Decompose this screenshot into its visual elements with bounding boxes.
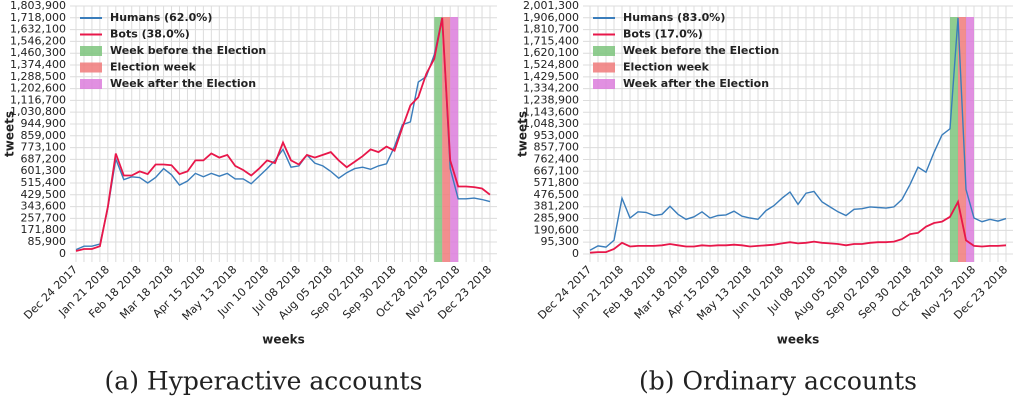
legend-label: Week after the Election xyxy=(110,77,256,90)
legend-label: Week before the Election xyxy=(623,44,779,57)
y-tick-label: 601,300 xyxy=(21,164,67,177)
caption: (b) Ordinary accounts xyxy=(639,367,917,396)
y-tick-label: 1,429,500 xyxy=(523,70,579,83)
y-tick-label: 944,900 xyxy=(21,117,67,130)
legend-patch xyxy=(593,62,615,73)
y-tick-label: 429,500 xyxy=(21,188,67,201)
y-tick-label: 571,800 xyxy=(534,176,580,189)
legend-label: Week after the Election xyxy=(623,77,769,90)
y-tick-label: 687,200 xyxy=(21,152,67,165)
legend-patch xyxy=(80,79,102,89)
y-tick-label: 1,143,600 xyxy=(523,105,579,118)
y-tick-label: 2,001,300 xyxy=(523,0,579,12)
y-tick-label: 381,200 xyxy=(534,200,580,213)
y-tick-label: 171,800 xyxy=(21,223,67,236)
y-tick-label: 1,288,500 xyxy=(10,70,66,83)
y-tick-label: 1,048,300 xyxy=(523,117,579,130)
plot: 085,900171,800257,700343,600429,500515,4… xyxy=(3,0,497,396)
y-tick-label: 1,524,800 xyxy=(523,58,579,71)
y-tick-label: 1,718,000 xyxy=(10,11,66,24)
y-tick-label: 515,400 xyxy=(21,176,67,189)
y-tick-label: 1,460,300 xyxy=(10,46,66,59)
line xyxy=(75,17,491,251)
legend-label: Bots (17.0%) xyxy=(623,28,703,41)
y-tick-label: 95,300 xyxy=(541,235,580,248)
y-tick-label: 1,906,000 xyxy=(523,11,579,24)
y-tick-label: 190,600 xyxy=(534,223,580,236)
legend-label: Week before the Election xyxy=(110,44,266,57)
legend-label: Humans (83.0%) xyxy=(623,11,725,24)
line xyxy=(589,199,1007,254)
x-axis-label: weeks xyxy=(262,333,305,347)
legend-patch xyxy=(593,46,615,56)
band xyxy=(434,17,443,262)
x-tick-label: Dec 24 2017 xyxy=(535,263,594,322)
y-tick-label: 476,500 xyxy=(534,188,580,201)
y-tick-label: 285,900 xyxy=(534,212,580,225)
legend-patch xyxy=(593,79,615,89)
plot: 095,300190,600285,900381,200476,500571,8… xyxy=(516,0,1013,396)
legend-label: Bots (38.0%) xyxy=(110,28,190,41)
y-axis-label: tweets xyxy=(516,111,530,157)
y-tick-label: 1,334,200 xyxy=(523,82,579,95)
legend: Humans (83.0%) Bots (17.0%) Week before th… xyxy=(593,11,779,90)
legend-patch xyxy=(80,62,102,73)
legend-label: Humans (62.0%) xyxy=(110,11,212,24)
y-tick-label: 0 xyxy=(59,247,66,260)
y-tick-label: 953,000 xyxy=(534,129,580,142)
y-tick-label: 1,810,700 xyxy=(523,23,579,36)
legend-label: Election week xyxy=(623,61,710,74)
band xyxy=(442,17,451,262)
caption: (a) Hyperactive accounts xyxy=(105,367,423,396)
y-tick-label: 762,400 xyxy=(534,152,580,165)
y-tick-label: 1,116,700 xyxy=(10,93,66,106)
y-tick-label: 0 xyxy=(572,247,579,260)
y-tick-label: 859,000 xyxy=(21,129,67,142)
y-tick-label: 343,600 xyxy=(21,200,67,213)
y-tick-label: 1,546,200 xyxy=(10,34,66,47)
y-tick-label: 1,715,400 xyxy=(523,34,579,47)
line xyxy=(75,17,491,252)
legend-label: Election week xyxy=(110,61,197,74)
band xyxy=(450,17,459,262)
y-tick-label: 1,620,100 xyxy=(523,46,579,59)
y-tick-label: 1,238,900 xyxy=(523,93,579,106)
legend-patch xyxy=(80,46,102,56)
band xyxy=(950,17,958,262)
band xyxy=(958,17,966,262)
line xyxy=(589,17,1007,251)
x-tick-label: Dec 24 2017 xyxy=(21,263,80,322)
y-tick-label: 773,100 xyxy=(21,141,67,154)
y-tick-label: 1,803,900 xyxy=(10,0,66,12)
legend: Humans (62.0%) Bots (38.0%) Week before th… xyxy=(80,11,266,90)
x-axis-label: weeks xyxy=(777,333,820,347)
y-axis-label: tweets xyxy=(3,111,17,157)
y-tick-label: 257,700 xyxy=(21,211,67,224)
y-tick-label: 1,030,800 xyxy=(10,105,66,118)
y-tick-label: 85,900 xyxy=(28,235,67,248)
y-tick-label: 1,374,400 xyxy=(10,58,66,71)
y-tick-label: 1,202,600 xyxy=(10,82,66,95)
y-tick-label: 857,700 xyxy=(534,141,580,154)
y-tick-label: 1,632,100 xyxy=(10,23,66,36)
y-tick-label: 667,100 xyxy=(534,164,580,177)
band xyxy=(966,17,974,262)
